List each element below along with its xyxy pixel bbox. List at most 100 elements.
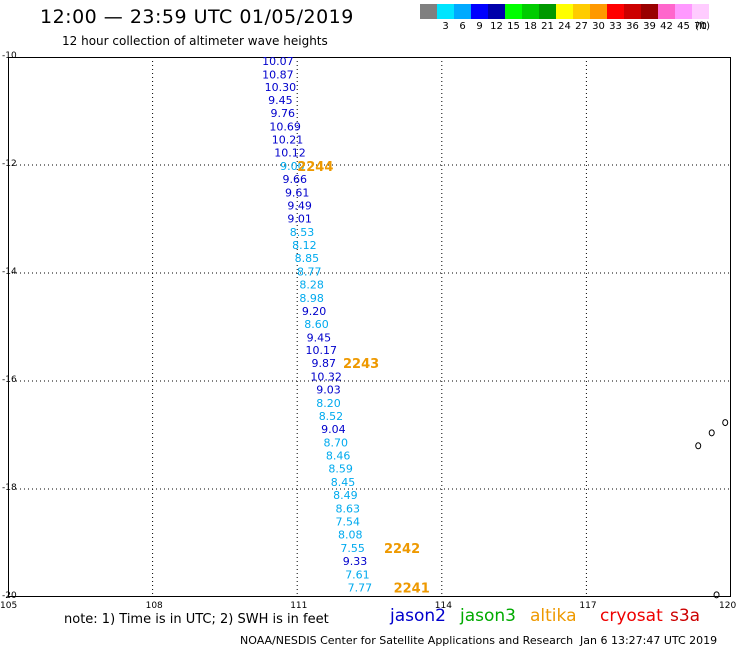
wave-height-label: 10.21: [272, 134, 304, 147]
wave-height-label: 10.30: [265, 81, 297, 94]
wave-height-label: 10.07: [262, 55, 294, 68]
colorbar-label: 42: [660, 21, 673, 32]
wave-height-label: 9.87: [311, 357, 336, 370]
map-frame: [8, 57, 731, 597]
wave-height-label: 8.70: [324, 437, 349, 450]
page-subtitle: 12 hour collection of altimeter wave hei…: [62, 34, 328, 48]
wave-height-label: 8.49: [333, 489, 358, 502]
map-canvas: 10.0710.8710.309.459.7610.6910.2110.129.…: [8, 55, 731, 599]
pass-number-label: 2242: [384, 542, 420, 557]
colorbar-swatch: [658, 4, 675, 19]
wave-height-label: 9.76: [270, 107, 295, 120]
wave-height-label: 7.77: [348, 581, 373, 594]
page-title: 12:00 — 23:59 UTC 01/05/2019: [40, 6, 354, 28]
wave-height-label: 9.20: [302, 305, 327, 318]
wave-height-label: 8.98: [299, 292, 324, 305]
colorbar-label: 21: [541, 21, 554, 32]
lat-tick-label: -20: [2, 591, 17, 601]
colorbar-label: 39: [643, 21, 656, 32]
colorbar-swatch: [590, 4, 607, 19]
lat-tick-label: -14: [2, 267, 17, 277]
wave-height-label: 10.87: [262, 68, 294, 81]
colorbar-swatch: [641, 4, 658, 19]
wave-height-label: 9.66: [283, 173, 308, 186]
colorbar-swatch: [573, 4, 590, 19]
pass-number-label: 2243: [343, 357, 379, 372]
lon-tick-label: 114: [434, 601, 452, 611]
colorbar-label: 27: [575, 21, 588, 32]
colorbar-label: 45: [677, 21, 690, 32]
wave-height-label: 8.45: [331, 476, 356, 489]
legend-item-s3a: s3a: [670, 606, 701, 626]
wave-height-label: 9.03: [316, 384, 341, 397]
wave-height-label: 9.49: [287, 200, 312, 213]
colorbar-label: 9: [476, 21, 483, 32]
colorbar-swatch: [454, 4, 471, 19]
lat-tick-label: -10: [2, 51, 17, 61]
colorbar-label: 12: [490, 21, 503, 32]
wave-height-label: 8.59: [328, 462, 353, 475]
legend-item-jason3: jason3: [460, 606, 516, 626]
wave-height-label: 9.04: [321, 423, 346, 436]
colorbar-swatch: [692, 4, 709, 19]
colorbar-swatch: [675, 4, 692, 19]
wave-height-label: 8.85: [295, 252, 320, 265]
colorbar-label: 24: [558, 21, 571, 32]
colorbar-swatch: [624, 4, 641, 19]
wave-height-label: 7.61: [345, 568, 370, 581]
island-outline: [722, 419, 729, 427]
wave-height-label: 8.12: [292, 239, 317, 252]
colorbar-label: 70: [694, 21, 707, 32]
pass-number-label: 2241: [394, 581, 430, 596]
wave-height-label: 10.69: [269, 121, 301, 134]
colorbar-swatch: [607, 4, 624, 19]
wave-height-label: 8.63: [336, 502, 361, 515]
wave-height-label: 8.28: [299, 278, 324, 291]
lon-tick-label: 105: [0, 601, 18, 611]
island-outline: [695, 442, 702, 450]
colorbar-swatch: [539, 4, 556, 19]
colorbar-swatch: [420, 4, 437, 19]
lat-tick-label: -12: [2, 159, 17, 169]
colorbar-label: 33: [609, 21, 622, 32]
colorbar-label: 6: [459, 21, 466, 32]
colorbar-swatch: [522, 4, 539, 19]
wave-height-label: 9.61: [285, 187, 310, 200]
wave-height-label: 8.52: [319, 410, 344, 423]
wave-height-label: 7.54: [336, 515, 361, 528]
wave-height-label: 10.17: [306, 344, 338, 357]
wave-height-label: 7.55: [340, 542, 365, 555]
legend-item-cryosat: cryosat: [600, 606, 663, 626]
colorbar-swatch: [556, 4, 573, 19]
island-outline: [713, 591, 720, 599]
lon-tick-label: 111: [290, 601, 308, 611]
credit-line: NOAA/NESDIS Center for Satellite Applica…: [240, 634, 574, 647]
wave-height-label: 8.60: [304, 318, 329, 331]
generation-timestamp: Jan 6 13:27:47 UTC 2019: [580, 634, 718, 647]
wave-height-label: 9.00: [280, 160, 305, 173]
wave-height-label: 8.08: [338, 528, 363, 541]
colorbar-label: 30: [592, 21, 605, 32]
lat-tick-label: -18: [2, 483, 17, 493]
colorbar-swatch: [437, 4, 454, 19]
colorbar-label: 15: [507, 21, 520, 32]
wave-height-label: 9.01: [287, 212, 312, 225]
wave-height-label: 8.20: [316, 397, 341, 410]
footnote: note: 1) Time is in UTC; 2) SWH is in fe…: [64, 612, 329, 627]
lon-tick-label: 120: [719, 601, 737, 611]
colorbar-swatch: [505, 4, 522, 19]
island-outline: [708, 429, 715, 437]
wave-height-label: 8.77: [297, 265, 322, 278]
colorbar-unit: (ft): [695, 21, 711, 32]
lon-tick-label: 117: [579, 601, 597, 611]
colorbar-label: 3: [442, 21, 449, 32]
wave-height-label: 8.46: [326, 450, 351, 463]
wave-height-label: 10.12: [274, 147, 306, 160]
wave-height-label: 9.33: [343, 555, 368, 568]
legend-item-jason2: jason2: [390, 606, 446, 626]
wave-height-label: 9.45: [307, 331, 332, 344]
lon-tick-label: 108: [145, 601, 163, 611]
pass-number-label: 2244: [297, 160, 333, 175]
legend-item-altika: altika: [530, 606, 577, 626]
colorbar-label: 36: [626, 21, 639, 32]
